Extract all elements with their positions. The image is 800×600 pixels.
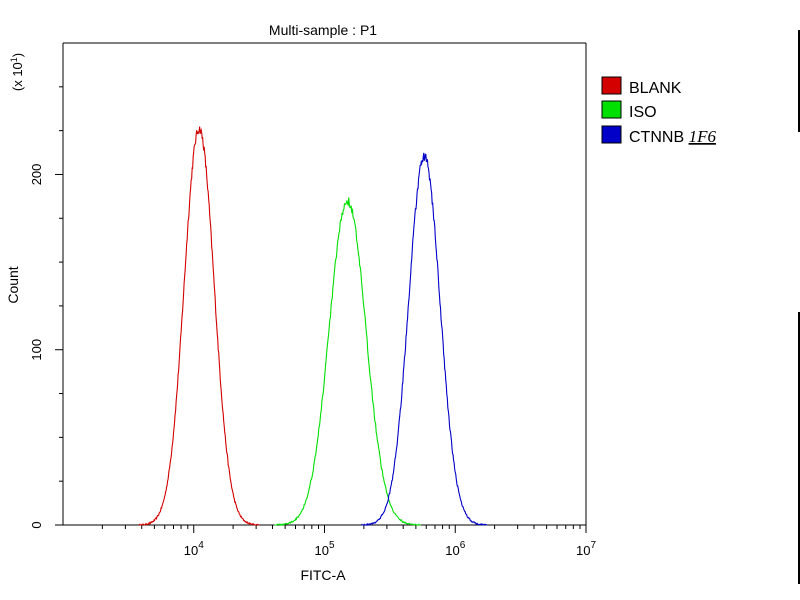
x-axis-title: FITC-A — [300, 567, 346, 583]
legend-swatch-ctnnb — [601, 125, 622, 144]
right-edge-bar-top — [798, 30, 800, 132]
y-tick-label-1: 100 — [29, 339, 44, 361]
series-iso-curve — [274, 197, 421, 526]
legend: BLANK ISO CTNNB 1F6 — [601, 76, 716, 146]
legend-label-iso: ISO — [629, 104, 657, 121]
y-axis-multiplier: (x 101) — [9, 53, 25, 91]
x-tick-label-1: 105 — [314, 540, 334, 558]
legend-label-ctnnb-clone: 1F6 — [689, 127, 717, 146]
y-tick-label-0: 0 — [29, 521, 44, 528]
x-tick-label-0: 104 — [184, 540, 204, 558]
legend-label-blank: BLANK — [629, 80, 682, 97]
x-tick-label-3: 107 — [576, 540, 596, 558]
axis-ticks: 104 105 106 107 0 100 200 — [29, 86, 596, 558]
y-axis-title: Count — [5, 266, 21, 303]
series-blank-curve — [138, 126, 260, 526]
series-ctnnb-curve — [361, 152, 488, 527]
legend-label-ctnnb: CTNNB 1F6 — [629, 127, 716, 146]
y-tick-label-2: 200 — [29, 164, 44, 186]
plot-area — [62, 42, 587, 526]
legend-swatch-blank — [601, 76, 622, 95]
histogram-curves — [138, 126, 488, 527]
legend-swatch-iso — [601, 100, 622, 119]
x-tick-label-2: 106 — [445, 540, 465, 558]
chart-title: Multi-sample : P1 — [269, 22, 377, 38]
right-edge-bar-bottom — [798, 312, 800, 584]
legend-label-ctnnb-name: CTNNB — [629, 129, 684, 146]
